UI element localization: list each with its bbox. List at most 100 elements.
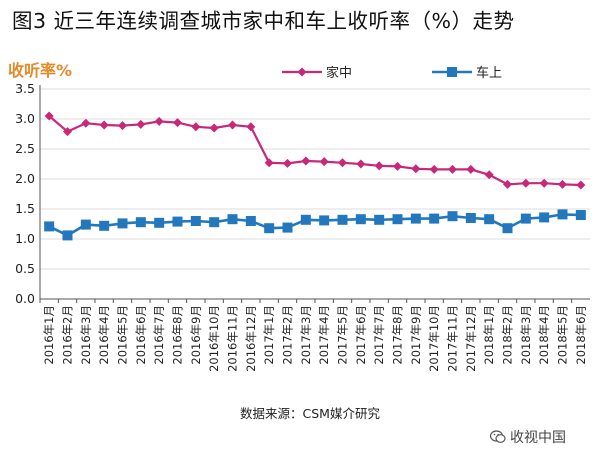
- data-point-car: [135, 217, 146, 228]
- x-tick-label: 2017年7月: [372, 305, 386, 365]
- x-tick-label: 2016年6月: [134, 305, 148, 365]
- data-point-home: [209, 123, 219, 133]
- y-tick-label: 0.5: [15, 261, 35, 276]
- legend-marker-home: [297, 67, 307, 77]
- data-point-home: [63, 127, 72, 137]
- x-tick-label: 2017年6月: [354, 305, 368, 365]
- data-point-home: [191, 122, 201, 132]
- data-point-home: [466, 164, 476, 174]
- data-point-home: [154, 116, 164, 126]
- data-point-home: [44, 111, 54, 121]
- data-point-home: [319, 157, 329, 167]
- legend-label: 家中: [326, 65, 352, 81]
- series-line-home: [48, 115, 581, 187]
- data-point-car: [447, 211, 458, 222]
- data-point-car: [429, 213, 440, 224]
- data-point-car: [282, 222, 293, 233]
- data-point-home: [503, 179, 512, 189]
- data-point-car: [172, 216, 183, 227]
- header-band: [0, 0, 600, 42]
- data-point-car: [557, 209, 568, 220]
- data-point-car: [410, 213, 421, 224]
- data-point-home: [448, 164, 457, 174]
- x-tick-label: 2016年9月: [189, 305, 203, 365]
- data-point-car: [245, 216, 256, 226]
- x-tick-label: 2016年7月: [152, 305, 166, 365]
- y-tick-label: 2.5: [15, 141, 35, 156]
- data-point-home: [264, 158, 274, 168]
- data-point-home: [374, 161, 384, 171]
- data-point-car: [99, 220, 110, 231]
- data-point-home: [136, 119, 146, 129]
- data-point-home: [411, 164, 421, 174]
- data-point-car: [44, 221, 55, 232]
- y-tick-label: 3.0: [15, 111, 35, 126]
- x-tick-label: 2018年3月: [519, 305, 533, 365]
- data-point-home: [521, 178, 531, 188]
- x-tick-label: 2016年10月: [207, 305, 221, 372]
- x-tick-label: 2016年5月: [116, 305, 130, 365]
- x-tick-label: 2016年11月: [226, 305, 240, 372]
- source-note: 数据来源：CSM媒介研究: [240, 406, 380, 421]
- legend-marker-car: [447, 67, 457, 77]
- y-tick-label: 2.0: [15, 171, 35, 186]
- data-point-car: [62, 230, 73, 241]
- wechat-icon: [489, 430, 506, 444]
- x-tick-label: 2017年5月: [336, 305, 350, 365]
- x-tick-label: 2017年9月: [409, 305, 423, 365]
- x-tick-label: 2016年12月: [244, 305, 258, 372]
- data-point-car: [502, 223, 513, 234]
- watermark: 收视中国: [489, 427, 566, 447]
- y-tick-label: 0.0: [15, 291, 35, 306]
- data-point-car: [209, 217, 220, 228]
- x-tick-label: 2018年5月: [556, 305, 570, 365]
- x-tick-label: 2016年1月: [42, 305, 56, 365]
- data-point-home: [356, 159, 366, 169]
- x-tick-label: 2017年1月: [262, 305, 276, 365]
- data-point-home: [393, 161, 402, 171]
- data-point-car: [264, 223, 275, 234]
- data-point-home: [539, 178, 549, 188]
- data-point-home: [429, 164, 439, 174]
- watermark-text: 收视中国: [510, 430, 566, 446]
- x-tick-label: 2016年4月: [97, 305, 111, 365]
- data-point-home: [81, 118, 91, 128]
- x-tick-label: 2017年11月: [446, 305, 460, 372]
- data-point-home: [118, 121, 127, 131]
- data-point-car: [374, 214, 385, 225]
- x-tick-label: 2018年4月: [537, 305, 551, 365]
- data-point-car: [117, 218, 128, 229]
- x-tick-label: 2018年6月: [574, 305, 588, 365]
- x-tick-label: 2016年8月: [171, 305, 185, 365]
- data-point-home: [246, 122, 256, 132]
- data-point-car: [355, 214, 366, 225]
- y-tick-label: 1.5: [15, 201, 35, 216]
- data-point-car: [319, 215, 330, 226]
- data-point-car: [300, 214, 311, 225]
- data-point-car: [484, 214, 495, 225]
- x-tick-label: 2017年2月: [281, 305, 295, 365]
- data-point-car: [190, 216, 201, 226]
- y-tick-label: 1.0: [15, 231, 35, 246]
- data-point-car: [154, 217, 165, 228]
- x-tick-label: 2018年2月: [501, 305, 515, 365]
- data-point-car: [539, 212, 550, 223]
- data-point-home: [558, 179, 567, 189]
- data-point-home: [99, 120, 109, 130]
- x-tick-label: 2018年1月: [482, 305, 496, 365]
- series-line-car: [48, 213, 581, 237]
- x-tick-label: 2016年3月: [79, 305, 93, 365]
- x-tick-label: 2017年12月: [464, 305, 478, 372]
- x-tick-label: 2016年2月: [61, 305, 75, 365]
- data-point-home: [228, 120, 237, 130]
- x-tick-label: 2017年4月: [317, 305, 331, 365]
- data-point-home: [484, 170, 494, 180]
- data-point-home: [283, 158, 292, 168]
- data-point-car: [227, 214, 238, 225]
- data-point-car: [392, 214, 403, 225]
- x-tick-label: 2017年10月: [427, 305, 441, 372]
- data-point-home: [338, 158, 347, 168]
- x-tick-label: 2017年3月: [299, 305, 313, 365]
- data-point-car: [465, 213, 476, 223]
